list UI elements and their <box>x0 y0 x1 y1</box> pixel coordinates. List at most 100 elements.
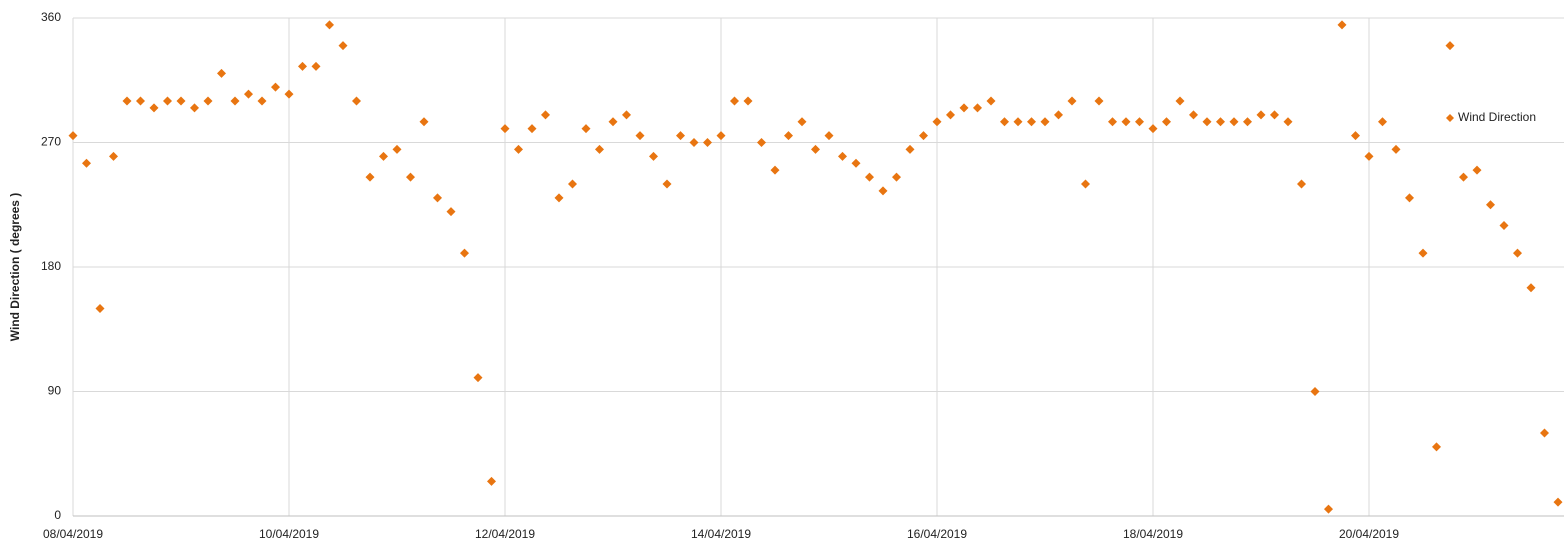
data-point <box>514 144 523 154</box>
data-point <box>824 131 834 141</box>
data-point <box>1121 117 1131 127</box>
data-point <box>109 151 118 161</box>
data-point <box>1499 221 1509 230</box>
data-point <box>1054 110 1063 120</box>
data-point <box>1270 110 1279 120</box>
data-point <box>1162 117 1171 127</box>
data-point <box>1202 117 1212 127</box>
data-point <box>649 151 658 161</box>
data-point <box>838 151 847 161</box>
data-point <box>905 144 915 154</box>
y-tick-label: 180 <box>41 259 61 273</box>
data-point <box>527 124 537 134</box>
data-point <box>365 172 375 182</box>
data-point <box>878 186 888 196</box>
y-tick-label: 90 <box>48 384 62 398</box>
data-point <box>1040 117 1050 127</box>
data-point <box>1283 117 1293 127</box>
data-point <box>487 476 496 486</box>
data-point <box>676 131 685 141</box>
data-point <box>203 96 213 106</box>
data-point <box>460 248 469 258</box>
x-tick-label: 16/04/2019 <box>907 527 967 541</box>
data-point <box>703 138 712 147</box>
data-point <box>163 96 172 106</box>
data-point <box>311 61 321 71</box>
data-point <box>757 138 766 147</box>
data-point <box>473 373 483 383</box>
data-point <box>1337 20 1347 30</box>
data-point <box>1432 442 1441 452</box>
data-point <box>271 82 280 92</box>
x-tick-label: 18/04/2019 <box>1123 527 1183 541</box>
data-point <box>1513 248 1522 258</box>
data-point <box>730 96 739 106</box>
data-point <box>973 103 982 113</box>
data-point <box>919 131 928 141</box>
data-point <box>230 96 240 106</box>
y-tick-label: 270 <box>41 135 61 149</box>
data-point <box>797 117 807 127</box>
data-point <box>1135 117 1144 127</box>
data-point <box>1553 497 1563 507</box>
data-point <box>446 207 456 217</box>
data-point <box>851 158 861 168</box>
data-point <box>1324 504 1333 514</box>
data-point <box>541 110 550 120</box>
data-point <box>554 193 564 203</box>
data-point <box>1297 179 1306 189</box>
data-point <box>622 110 631 120</box>
data-point <box>352 96 361 106</box>
data-point <box>635 131 645 141</box>
data-point <box>379 151 388 161</box>
data-point <box>82 158 91 168</box>
data-point <box>716 131 726 141</box>
data-point <box>1540 428 1549 438</box>
data-point <box>1364 151 1374 161</box>
data-point <box>1189 110 1198 120</box>
data-point <box>95 304 105 313</box>
data-point <box>689 138 699 147</box>
data-point <box>784 131 793 141</box>
data-point <box>176 96 186 106</box>
data-point <box>946 110 955 120</box>
data-point <box>1175 96 1185 106</box>
data-point <box>932 117 942 127</box>
data-point <box>892 172 901 182</box>
data-point <box>811 144 820 154</box>
data-point <box>284 89 294 99</box>
x-tick-label: 20/04/2019 <box>1339 527 1399 541</box>
data-point <box>1148 124 1158 134</box>
data-point <box>1391 144 1401 154</box>
data-point <box>1108 117 1117 127</box>
data-point <box>1027 117 1036 127</box>
x-tick-label: 08/04/2019 <box>43 527 103 541</box>
data-point <box>338 41 348 51</box>
x-tick-label: 10/04/2019 <box>259 527 319 541</box>
data-point <box>1351 131 1360 141</box>
data-point <box>1000 117 1009 127</box>
legend-label: Wind Direction <box>1458 110 1536 124</box>
data-point <box>568 179 577 189</box>
data-point <box>149 103 159 113</box>
data-point <box>743 96 753 106</box>
data-point <box>1472 165 1482 175</box>
data-point <box>770 165 780 175</box>
data-point <box>959 103 969 113</box>
data-point <box>500 124 510 134</box>
data-point <box>1229 117 1239 127</box>
data-point <box>298 61 307 71</box>
y-axis-label: Wind Direction ( degrees ) <box>8 193 22 342</box>
data-point <box>1405 193 1414 203</box>
data-point <box>986 96 996 106</box>
data-point <box>217 68 226 78</box>
data-point <box>244 89 253 99</box>
data-point <box>1094 96 1104 106</box>
legend-marker <box>1446 114 1454 122</box>
data-point <box>1243 117 1252 127</box>
data-point <box>1459 172 1468 182</box>
data-point <box>1486 200 1495 210</box>
data-point <box>1526 283 1536 293</box>
